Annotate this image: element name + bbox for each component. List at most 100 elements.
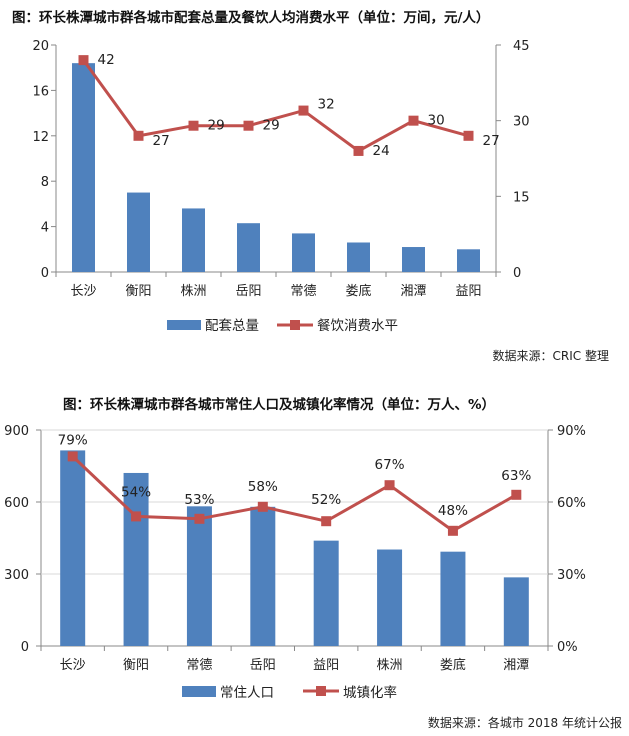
legend-label-bar: 常住人口	[220, 685, 274, 701]
data-label: 27	[153, 133, 170, 149]
data-label: 54%	[121, 484, 151, 500]
data-label: 48%	[438, 503, 468, 519]
bar	[60, 450, 86, 646]
y-tick-label-left: 900	[4, 424, 29, 439]
series-line	[71, 455, 518, 533]
chart-2-legend: 常住人口 城镇化率	[182, 684, 397, 701]
line-point	[463, 130, 474, 141]
data-label: 27	[483, 133, 500, 149]
legend-swatch-bar	[167, 320, 201, 330]
bar	[182, 208, 205, 272]
y-tick-label-right: 60%	[557, 496, 586, 511]
data-label: 30	[428, 113, 445, 129]
line-point	[67, 451, 78, 462]
chart-1-title: 图：环长株潭城市群各城市配套总量及餐饮人均消费水平（单位：万间，元/人）	[12, 9, 489, 26]
line-point	[384, 480, 395, 491]
bar	[237, 223, 260, 272]
line-point	[408, 115, 419, 126]
chart-2-source: 数据来源：各城市 2018 年统计公报	[428, 715, 622, 730]
data-label: 29	[263, 118, 280, 134]
data-label: 79%	[58, 432, 88, 448]
bar	[440, 551, 466, 646]
bar	[347, 242, 370, 272]
x-category-label: 湘潭	[503, 658, 529, 673]
line-point	[257, 501, 268, 512]
line-point	[243, 120, 254, 131]
bar	[292, 233, 315, 272]
series-line	[82, 59, 469, 153]
x-category-label: 衡阳	[123, 658, 149, 673]
y-tick-label-left: 600	[4, 496, 29, 511]
data-label: 58%	[248, 479, 278, 495]
bar	[72, 63, 95, 272]
y-tick-label-left: 8	[41, 175, 49, 190]
x-category-label: 湘潭	[400, 284, 426, 299]
legend-label-line: 城镇化率	[343, 684, 397, 701]
bar	[377, 549, 403, 646]
bar	[123, 472, 149, 646]
bar	[186, 506, 212, 646]
y-tick-label-right: 45	[513, 39, 530, 54]
chart-1-legend: 配套总量 餐饮消费水平	[167, 318, 398, 334]
legend-swatch-marker	[316, 686, 326, 696]
x-category-label: 岳阳	[250, 658, 276, 673]
data-label: 29	[208, 118, 225, 134]
x-category-label: 娄底	[440, 657, 466, 673]
line-point	[321, 516, 332, 527]
y-tick-label-right: 0	[513, 266, 521, 281]
x-category-label: 岳阳	[235, 284, 261, 299]
bar	[250, 506, 276, 646]
data-label: 32	[318, 97, 335, 113]
y-tick-label-left: 4	[41, 221, 49, 236]
chart-2: 图：环长株潭城市群各城市常住人口及城镇化率情况（单位：万人、%） 79% 54% 5…	[4, 396, 622, 730]
x-category-label: 株洲	[377, 658, 403, 673]
y-tick-label-right: 90%	[557, 424, 586, 439]
line-point	[188, 120, 199, 131]
y-tick-label-right: 15	[513, 190, 530, 205]
line-point	[78, 55, 89, 66]
legend-label-bar: 配套总量	[205, 318, 259, 334]
data-label: 67%	[375, 457, 405, 473]
x-category-label: 常德	[290, 284, 316, 299]
y-tick-label-right: 30%	[557, 568, 586, 583]
line-point	[511, 489, 522, 500]
bar	[313, 540, 339, 646]
x-category-label: 长沙	[60, 658, 86, 673]
bar	[503, 577, 529, 646]
y-tick-label-left: 16	[32, 84, 49, 99]
data-label: 63%	[501, 468, 531, 484]
bar	[457, 249, 480, 272]
chart-1-source: 数据来源：CRIC 整理	[493, 348, 609, 363]
chart-2-title: 图：环长株潭城市群各城市常住人口及城镇化率情况（单位：万人、%）	[63, 396, 495, 413]
y-tick-label-right: 0%	[557, 640, 578, 655]
legend-swatch-bar	[182, 686, 216, 697]
x-category-label: 益阳	[455, 284, 481, 299]
y-tick-label-left: 20	[32, 39, 49, 54]
chart-1: 图：环长株潭城市群各城市配套总量及餐饮人均消费水平（单位：万间，元/人） 42 2…	[12, 9, 609, 363]
y-tick-label-left: 300	[4, 568, 29, 583]
bar	[127, 192, 150, 272]
line-point	[133, 130, 144, 141]
line-point	[194, 513, 205, 524]
data-label: 24	[373, 143, 390, 159]
y-tick-label-right: 30	[513, 115, 530, 130]
x-category-label: 常德	[186, 658, 212, 673]
x-category-label: 株洲	[180, 284, 206, 299]
line-point	[131, 511, 142, 522]
x-category-label: 娄底	[345, 283, 371, 299]
legend-label-line: 餐饮消费水平	[317, 318, 398, 334]
data-label: 53%	[184, 492, 214, 508]
x-category-label: 益阳	[313, 658, 339, 673]
x-category-label: 长沙	[70, 284, 96, 299]
y-tick-label-left: 0	[21, 640, 29, 655]
data-label: 42	[98, 52, 115, 68]
y-tick-label-left: 12	[32, 130, 49, 145]
line-point	[298, 105, 309, 116]
y-tick-label-left: 0	[41, 266, 49, 281]
bar	[402, 247, 425, 272]
data-label: 52%	[311, 492, 341, 508]
line-point	[447, 525, 458, 536]
line-point	[353, 145, 364, 156]
legend-swatch-marker	[290, 320, 300, 330]
